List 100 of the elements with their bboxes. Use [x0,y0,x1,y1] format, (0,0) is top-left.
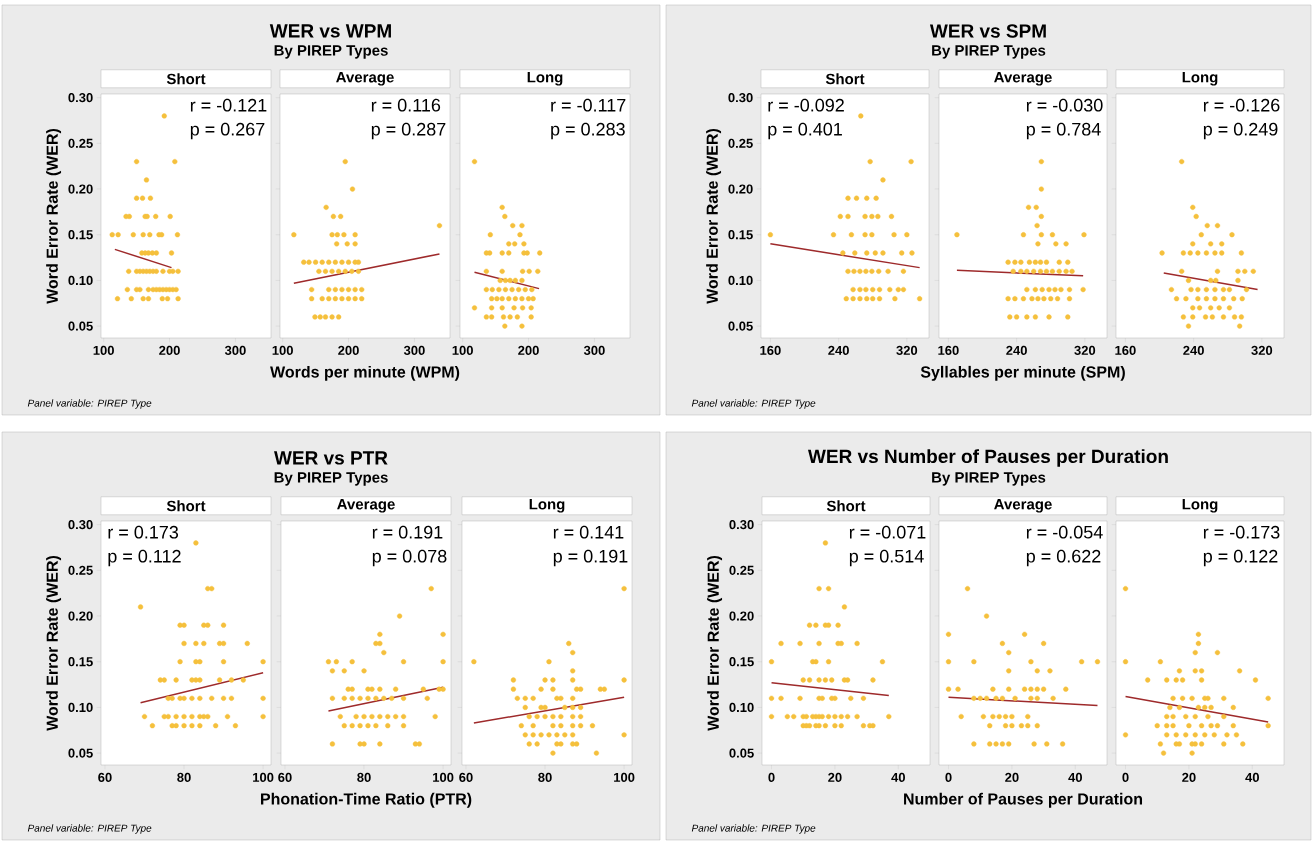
x-tick-label: 60 [98,772,112,782]
x-axis-title: Syllables per minute (SPM) [920,365,1125,381]
y-tick-label: 0.30 [728,93,753,103]
y-tick-label: 0.10 [68,275,93,286]
text: By PIREP Types [932,45,1046,59]
annotation: p = 0.191 [553,549,628,567]
x-tick-label: 100 [93,345,114,355]
y-tick-label: 0.15 [728,230,753,240]
y-tick-label: 0.05 [729,748,754,758]
x-tick-label: 100 [452,345,473,355]
x-tick-label: 160 [760,345,781,355]
text: WER vs PTR [274,451,388,465]
x-tick-label: 20 [1005,772,1019,782]
y-tick-label: 0.20 [729,611,754,621]
chart-title: Short [166,500,206,512]
text: WER vs WPM [269,24,391,38]
annotation: p = 0.112 [108,549,181,567]
x-tick-label: 200 [159,345,180,355]
x-tick-label: 320 [1251,345,1273,356]
annotation: p = 0.287 [371,122,446,140]
y-tick-label: 0.15 [68,657,93,667]
x-tick-label: 100 [253,772,274,782]
annotation: r = 0.173 [108,525,179,539]
y-tick-label: 0.30 [68,520,93,530]
x-tick-label: 320 [896,345,918,356]
y-tick-label: 0.20 [68,611,93,621]
annotation: p = 0.784 [1026,122,1101,140]
chart-title: Long [1182,499,1218,513]
chart-title: Long [527,72,563,86]
chart-title: Average [336,72,394,86]
y-tick-label: 0.20 [68,184,93,194]
y-tick-label: 0.05 [728,321,753,331]
y-tick-label: 0.20 [728,184,753,194]
annotation: r = 0.191 [372,525,443,539]
y-axis-title: Word Error Rate (WER) [46,555,62,731]
annotation: r = -0.071 [849,525,926,539]
x-tick-label: 0 [768,772,775,782]
text: Panel variable: PIREP Type [691,399,816,409]
x-tick-label: 100 [433,772,454,782]
x-tick-label: 40 [891,772,905,782]
y-tick-label: 0.25 [68,565,93,575]
text: WER vs SPM [929,24,1046,38]
text: Panel variable: PIREP Type [27,399,152,409]
x-tick-label: 40 [1068,772,1082,782]
chart-title: Short [825,73,865,85]
text: Panel variable: PIREP Type [691,824,816,834]
text: By PIREP Types [274,45,388,59]
x-tick-label: 100 [614,772,635,782]
x-tick-label: 300 [403,345,425,356]
x-tick-label: 40 [1245,772,1259,782]
x-tick-label: 0 [945,772,952,782]
text: By PIREP Types [932,472,1046,486]
x-tick-label: 60 [459,772,473,782]
annotation: p = 0.249 [1203,122,1278,140]
y-tick-label: 0.30 [68,93,93,103]
x-axis-title: Words per minute (WPM) [270,365,460,381]
y-tick-label: 0.25 [729,565,754,575]
chart-title: Average [994,499,1052,513]
annotation: r = -0.117 [551,98,626,112]
chart-title: Average [994,72,1052,86]
x-tick-label: 240 [1006,345,1027,355]
x-tick-label: 80 [538,772,552,782]
annotation: r = -0.092 [768,98,844,112]
y-tick-label: 0.10 [728,275,753,286]
y-axis-title: Word Error Rate (WER) [46,128,62,304]
annotation: p = 0.122 [1203,549,1278,567]
x-axis-title: Phonation-Time Ratio (PTR) [261,792,472,808]
annotation: r = -0.121 [190,98,267,112]
annotation: p = 0.078 [372,549,447,567]
x-axis-title: Number of Pauses per Duration [904,792,1143,808]
y-tick-label: 0.05 [68,748,93,758]
annotation: p = 0.622 [1026,549,1101,567]
text: By PIREP Types [274,472,388,486]
annotation: r = 0.116 [371,98,441,112]
y-tick-label: 0.25 [728,138,753,148]
x-tick-label: 80 [357,772,371,782]
x-tick-label: 20 [1182,772,1196,782]
chart-title: Long [1182,72,1218,86]
annotation: r = -0.054 [1026,525,1103,539]
y-axis-title: Word Error Rate (WER) [707,555,723,731]
y-tick-label: 0.15 [68,230,93,240]
annotation: p = 0.401 [768,122,842,140]
x-tick-label: 100 [272,345,293,355]
annotation: p = 0.514 [849,549,924,567]
x-tick-label: 320 [1074,345,1096,356]
y-axis-title: Word Error Rate (WER) [706,128,722,304]
x-tick-label: 20 [828,772,842,782]
x-tick-label: 300 [224,345,246,356]
x-tick-label: 240 [1183,345,1204,355]
y-tick-label: 0.10 [68,702,93,713]
y-tick-label: 0.15 [729,657,754,667]
x-tick-label: 60 [278,772,292,782]
x-tick-label: 200 [518,345,539,355]
annotation: p = 0.267 [190,122,265,140]
y-tick-label: 0.10 [729,702,754,713]
y-tick-label: 0.05 [68,321,93,331]
chart-title: Short [826,500,866,512]
annotation: r = 0.141 [553,525,624,539]
x-tick-label: 80 [177,772,191,782]
text: WER vs Number of Pauses per Duration [807,449,1168,467]
